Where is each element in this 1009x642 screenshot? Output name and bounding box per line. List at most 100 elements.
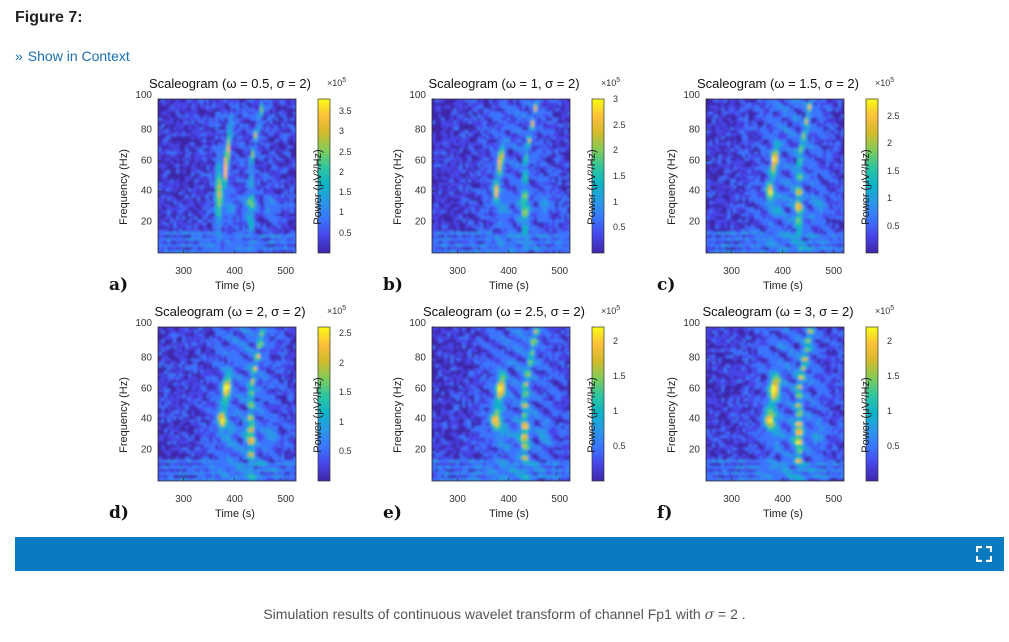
heatmap-cell	[522, 231, 526, 236]
heatmap-cell	[284, 203, 288, 208]
heatmap-cell	[435, 203, 439, 208]
heatmap-cell	[432, 234, 436, 239]
heatmap-cell	[486, 200, 490, 205]
heatmap-cell	[435, 225, 439, 229]
heatmap-cell	[757, 194, 761, 199]
heatmap-cell	[784, 234, 788, 239]
heatmap-cell	[456, 157, 460, 162]
heatmap-cell	[444, 203, 448, 208]
heatmap-cell	[212, 148, 216, 152]
heatmap-cell	[176, 200, 180, 205]
heatmap-cell	[230, 234, 234, 239]
heatmap-cell	[432, 228, 436, 233]
heatmap-cell	[230, 243, 234, 248]
heatmap-cell	[709, 191, 713, 196]
heatmap-cell	[200, 191, 204, 196]
heatmap-cell	[567, 160, 570, 165]
heatmap-cell	[540, 126, 544, 131]
heatmap-cell	[293, 99, 296, 103]
heatmap-cell	[546, 129, 550, 134]
heatmap-cell	[465, 222, 469, 226]
heatmap-cell	[772, 182, 776, 186]
heatmap-cell	[516, 191, 520, 196]
heatmap-cell	[248, 219, 252, 223]
heatmap-cell	[456, 172, 460, 177]
heatmap-cell	[266, 126, 270, 131]
heatmap-cell	[260, 102, 264, 106]
heatmap-cell	[242, 105, 246, 109]
heatmap-cell	[447, 169, 451, 174]
heatmap-cell	[456, 225, 460, 229]
heatmap-cell	[224, 231, 228, 236]
heatmap-cell	[209, 179, 213, 183]
heatmap-cell	[748, 154, 752, 159]
heatmap-cell	[766, 191, 770, 196]
heatmap-cell	[724, 99, 728, 103]
heatmap-cell	[808, 129, 812, 134]
heatmap-cell	[492, 176, 496, 180]
heatmap-cell	[555, 123, 559, 128]
heatmap-cell	[775, 145, 779, 149]
heatmap-cell	[263, 108, 267, 112]
heatmap-cell	[534, 169, 538, 174]
heatmap-cell	[555, 135, 559, 140]
heatmap-cell	[543, 194, 547, 199]
heatmap-cell	[546, 139, 550, 143]
heatmap-cell	[736, 231, 740, 236]
heatmap-cell	[272, 154, 276, 159]
heatmap-cell	[555, 243, 559, 248]
show-in-context-link[interactable]: » Show in Context	[15, 48, 130, 64]
heatmap-cell	[239, 160, 243, 165]
heatmap-cell	[820, 237, 824, 242]
heatmap-cell	[513, 219, 517, 223]
heatmap-cell	[185, 206, 189, 211]
heatmap-cell	[811, 182, 815, 186]
heatmap-cell	[513, 99, 517, 103]
heatmap-cell	[251, 182, 255, 186]
heatmap-cell	[465, 249, 469, 253]
heatmap-cell	[709, 216, 713, 220]
heatmap-cell	[254, 169, 258, 174]
heatmap-cell	[778, 157, 782, 162]
heatmap-cell	[811, 172, 815, 177]
heatmap-cell	[811, 249, 815, 253]
heatmap-cell	[170, 160, 174, 165]
heatmap-cell	[474, 194, 478, 199]
heatmap-cell	[724, 169, 728, 174]
heatmap-cell	[444, 145, 448, 149]
heatmap-cell	[775, 179, 779, 183]
heatmap-cell	[501, 176, 505, 180]
heatmap-cell	[212, 169, 216, 174]
heatmap-cell	[799, 157, 803, 162]
heatmap-cell	[257, 139, 261, 143]
heatmap-cell	[778, 151, 782, 156]
heatmap-cell	[724, 222, 728, 226]
heatmap-cell	[811, 139, 815, 143]
heatmap-cell	[787, 240, 791, 245]
heatmap-cell	[498, 197, 502, 202]
heatmap-cell	[471, 102, 475, 106]
heatmap-cell	[546, 154, 550, 159]
heatmap-cell	[284, 237, 288, 242]
heatmap-cell	[266, 228, 270, 233]
heatmap-cell	[706, 191, 710, 196]
heatmap-cell	[516, 120, 520, 125]
heatmap-cell	[540, 142, 544, 146]
heatmap-cell	[561, 197, 565, 202]
heatmap-cell	[802, 185, 806, 189]
y-tick-label: 80	[140, 124, 152, 136]
heatmap-cell	[450, 209, 454, 214]
heatmap-cell	[555, 99, 559, 103]
heatmap-cell	[751, 166, 755, 171]
heatmap-cell	[486, 206, 490, 211]
heatmap-cell	[754, 169, 758, 174]
heatmap-cell	[179, 126, 183, 131]
heatmap-cell	[531, 111, 535, 115]
heatmap-cell	[769, 219, 773, 223]
heatmap-cell	[266, 154, 270, 159]
heatmap-cell	[525, 197, 529, 202]
heatmap-cell	[167, 237, 171, 242]
heatmap-cell	[724, 157, 728, 162]
heatmap-cell	[808, 194, 812, 199]
heatmap-cell	[447, 222, 451, 226]
